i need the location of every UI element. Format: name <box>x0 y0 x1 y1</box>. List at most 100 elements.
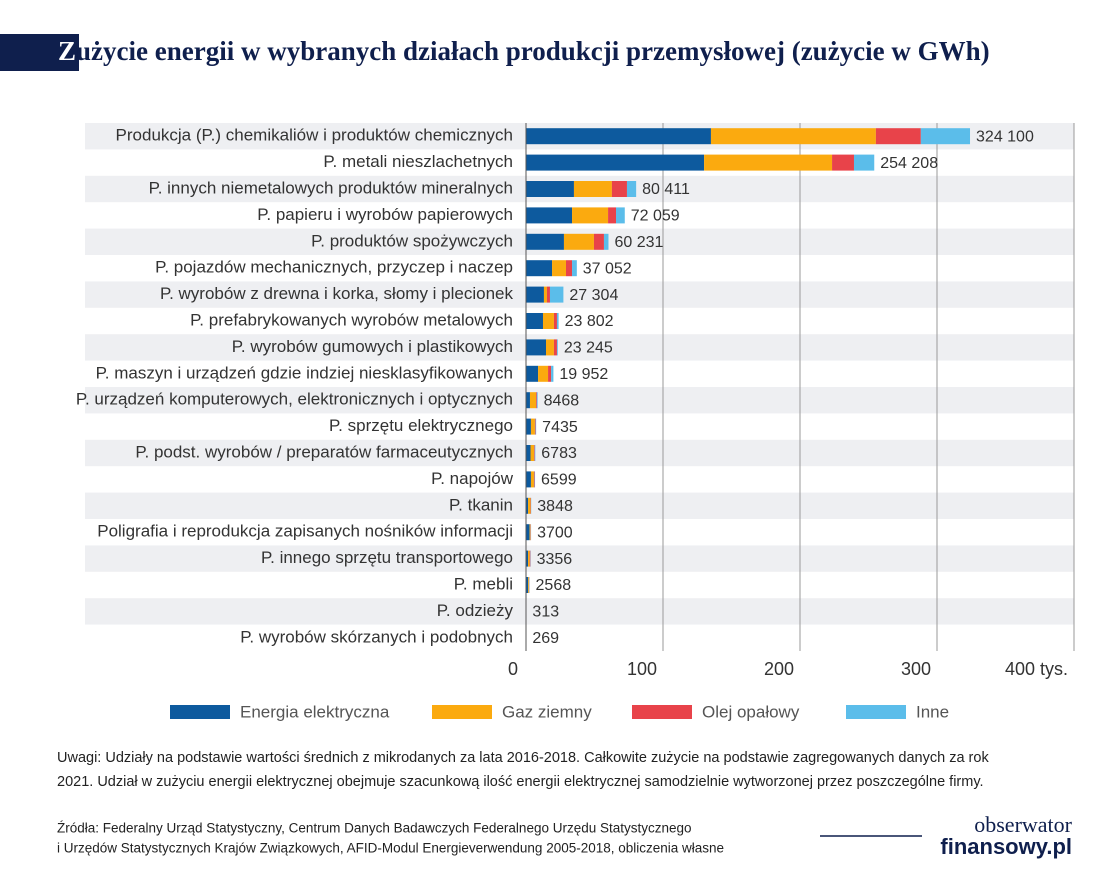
category-label: Produkcja (P.) chemikaliów i produktów c… <box>116 126 513 145</box>
bar-segment <box>546 339 554 356</box>
category-label: P. prefabrykowanych wyrobów metalowych <box>190 310 513 329</box>
total-label: 3848 <box>537 498 573 515</box>
row-band <box>85 439 1074 467</box>
row-band <box>85 598 1074 625</box>
bar-segment <box>536 392 537 409</box>
bar-segment <box>526 154 705 171</box>
bar-segment <box>530 471 534 488</box>
x-tick-label: 0 <box>508 659 518 679</box>
total-label: 6783 <box>541 445 577 462</box>
bar-segment <box>533 471 535 488</box>
legend-swatch <box>170 705 230 719</box>
bar-segment <box>526 233 564 250</box>
bar-segment <box>526 392 530 409</box>
bar-segment <box>529 524 531 541</box>
total-label: 313 <box>532 604 559 621</box>
bar-segment <box>535 418 537 435</box>
bar-segment <box>546 286 550 303</box>
category-label: P. sprzętu elektrycznego <box>329 416 513 435</box>
total-label: 6599 <box>541 472 577 489</box>
total-label: 3700 <box>537 524 573 541</box>
legend-swatch <box>632 705 692 719</box>
total-label: 23 245 <box>564 340 613 357</box>
bar-segment <box>526 128 711 145</box>
legend-label: Energia elektryczna <box>240 702 390 721</box>
category-label: P. wyrobów skórzanych i podobnych <box>240 627 513 646</box>
category-label: P. urządzeń komputerowych, elektroniczny… <box>76 390 513 409</box>
bar-segment <box>536 392 538 409</box>
source: i Urzędów Statystycznych Krajów Związkow… <box>57 841 724 856</box>
bar-segment <box>526 550 529 567</box>
bar-segment <box>526 181 574 197</box>
bar-segment <box>573 181 612 197</box>
total-label: 2568 <box>536 577 572 594</box>
bar-segment <box>875 128 921 145</box>
note: Uwagi: Udziały na podstawie wartości śre… <box>57 750 989 766</box>
category-label: P. odzieży <box>437 601 514 620</box>
x-tick-label: 300 <box>901 659 931 679</box>
category-label: P. pojazdów mechanicznych, przyczep i na… <box>155 258 513 277</box>
bar-segment <box>572 207 609 224</box>
bar-segment <box>553 313 557 329</box>
total-label: 3356 <box>537 551 573 568</box>
total-label: 254 208 <box>880 155 938 172</box>
row-band <box>85 281 1074 308</box>
bar-segment <box>526 365 539 382</box>
bar-segment <box>534 445 535 461</box>
bar-segment <box>526 497 529 514</box>
total-label: 7435 <box>542 419 578 436</box>
bar-segment <box>529 550 531 567</box>
row-band <box>85 387 1074 414</box>
bar-segment <box>526 445 531 461</box>
x-tick-label: 400 tys. <box>1005 659 1068 679</box>
legend-swatch <box>846 705 906 719</box>
bar-segment <box>543 286 547 303</box>
row-band <box>85 492 1074 519</box>
bar-segment <box>542 313 554 329</box>
bar-segment <box>526 418 531 435</box>
bar-segment <box>553 339 557 356</box>
bar-segment <box>548 365 552 382</box>
bar-segment <box>616 207 625 224</box>
total-label: 23 802 <box>565 313 614 330</box>
bar-segment <box>526 339 547 356</box>
bar-segment <box>529 392 537 409</box>
category-label: P. wyrobów gumowych i plastikowych <box>232 337 513 356</box>
bar-segment <box>563 233 594 250</box>
total-label: 72 059 <box>631 208 680 225</box>
category-label: P. napojów <box>431 469 514 488</box>
bar-segment <box>611 181 627 197</box>
total-label: 80 411 <box>642 181 690 198</box>
bar-segment <box>530 445 535 461</box>
category-label: P. tkanin <box>449 495 513 514</box>
bar-segment <box>530 418 535 435</box>
category-label: P. produktów spożywczych <box>311 231 513 250</box>
bar-segment <box>626 181 637 197</box>
logo-bottom: finansowy.pl <box>940 834 1072 859</box>
bar-segment <box>526 286 544 303</box>
category-label: P. innego sprzętu transportowego <box>261 548 513 567</box>
category-label: P. papieru i wyrobów papierowych <box>257 205 513 224</box>
bar-segment <box>526 313 543 329</box>
bar-segment <box>534 445 536 461</box>
legend-label: Gaz ziemny <box>502 702 592 721</box>
bar-segment <box>572 260 577 277</box>
category-label: P. maszyn i urządzeń gdzie indziej niesk… <box>96 363 513 382</box>
bar-segment <box>704 154 833 171</box>
bar-segment <box>526 207 573 224</box>
source: Źródła: Federalny Urząd Statystyczny, Ce… <box>57 821 692 836</box>
total-label: 19 952 <box>559 366 608 383</box>
bar-segment <box>538 365 549 382</box>
bar-segment <box>556 339 558 356</box>
category-label: Poligrafia i reprodukcja zapisanych nośn… <box>97 522 513 541</box>
bar-segment <box>920 128 971 145</box>
bar-segment <box>551 365 554 382</box>
total-label: 60 231 <box>615 234 664 251</box>
bar-segment <box>552 260 567 277</box>
bar-segment <box>528 577 530 593</box>
bar-segment <box>853 154 875 171</box>
bar-segment <box>608 207 617 224</box>
x-tick-label: 100 <box>627 659 657 679</box>
category-label: P. metali nieszlachetnych <box>323 152 513 171</box>
